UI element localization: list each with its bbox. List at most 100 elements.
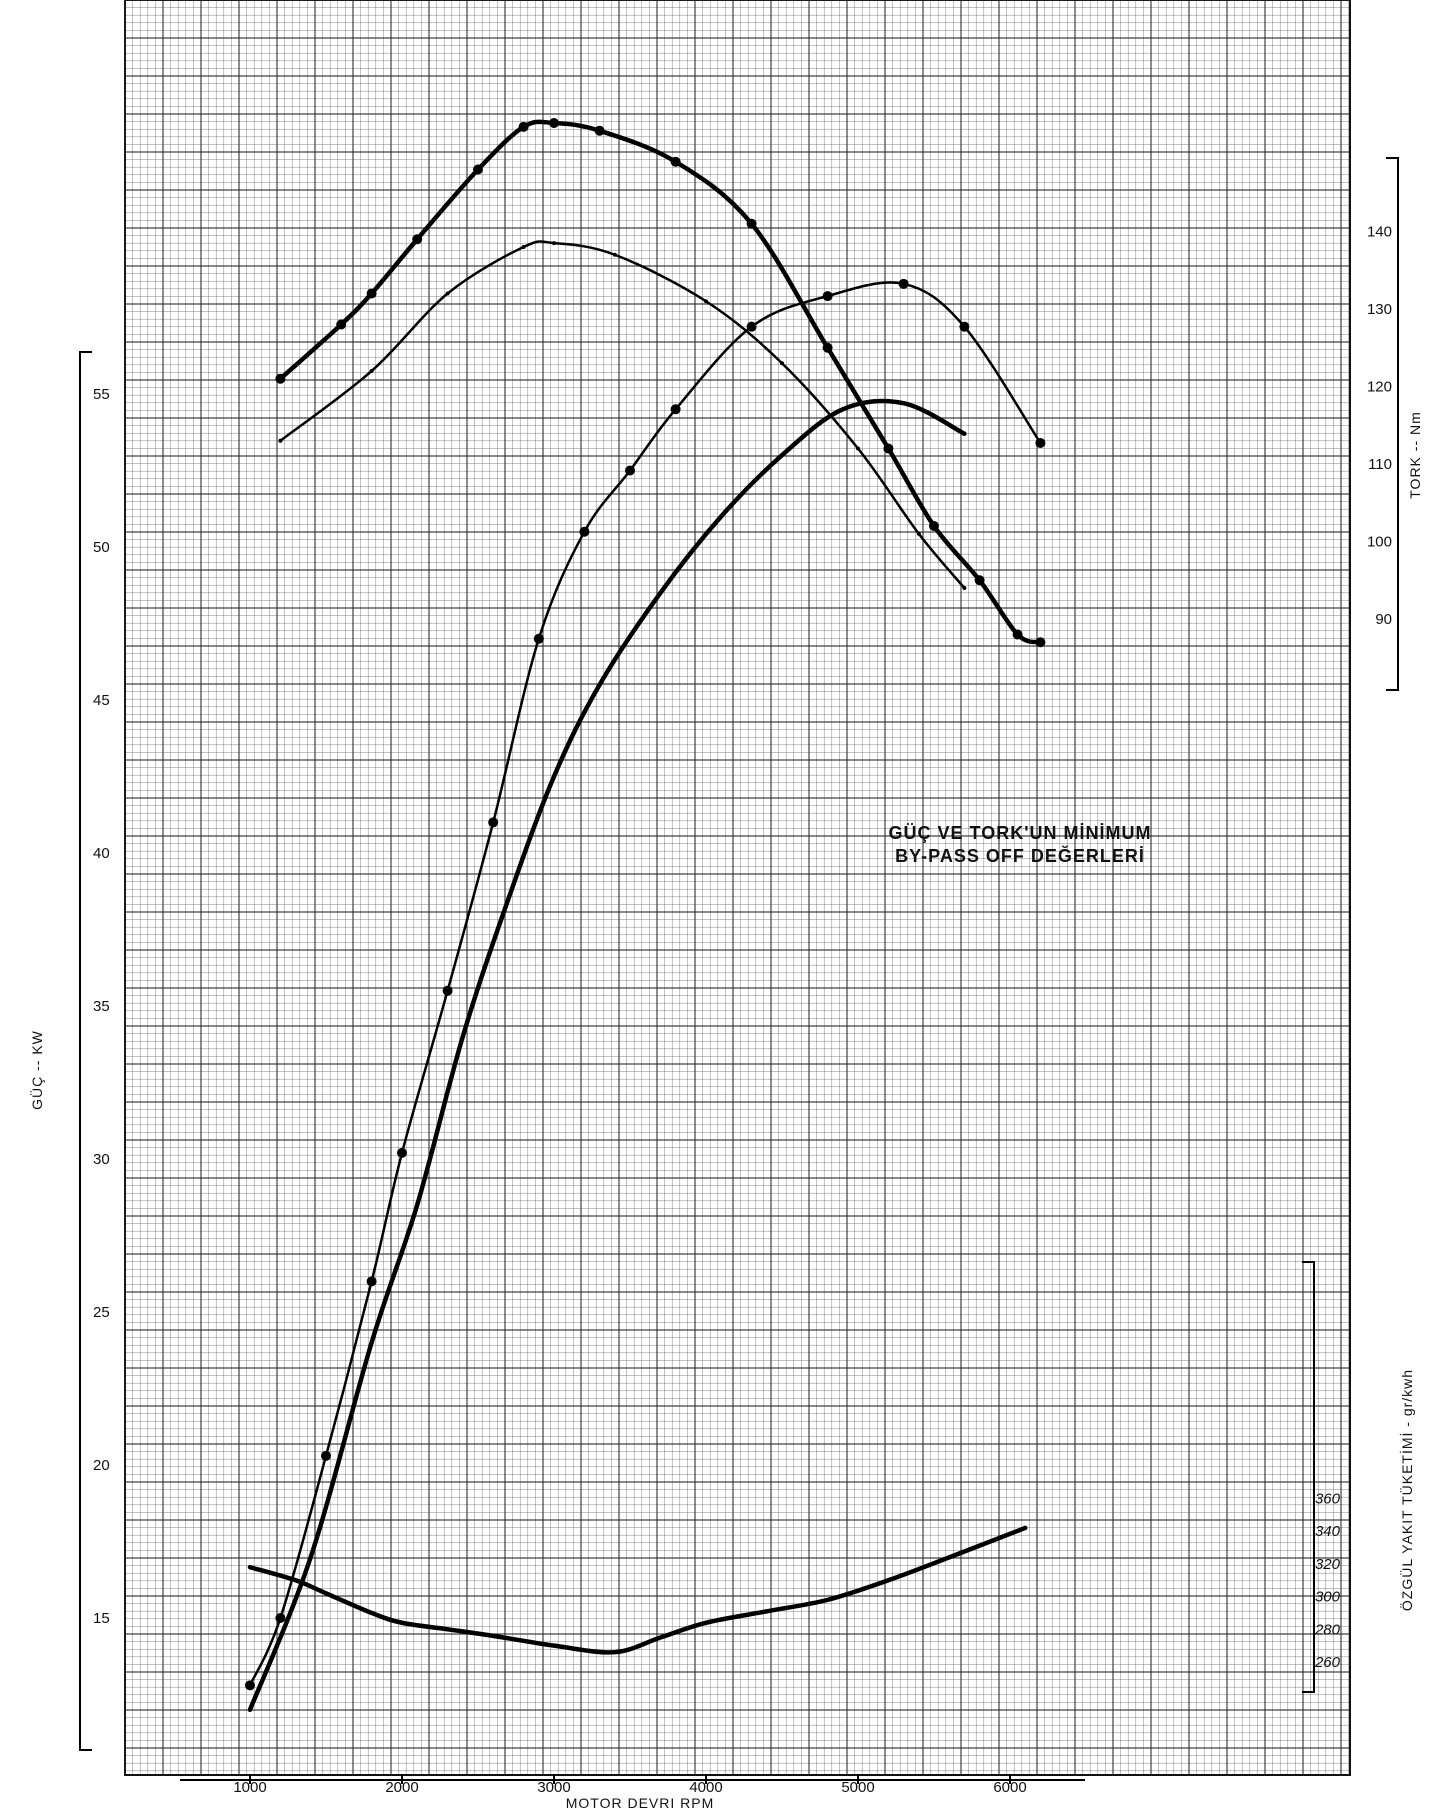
data-point bbox=[321, 1450, 331, 1461]
data-point bbox=[597, 682, 602, 687]
data-point bbox=[780, 361, 784, 366]
data-point bbox=[366, 1276, 377, 1287]
data-point bbox=[1035, 637, 1046, 648]
power-axis-bracket bbox=[79, 351, 92, 1751]
data-point bbox=[962, 431, 967, 436]
x-tick-label: 3000 bbox=[537, 1779, 570, 1796]
data-point bbox=[533, 633, 544, 644]
bfsc-tick-label: 300 bbox=[1315, 1589, 1341, 1606]
data-point bbox=[719, 514, 724, 519]
series-line-5 bbox=[247, 1525, 1028, 1655]
data-point bbox=[840, 407, 845, 412]
bfsc-tick-label: 280 bbox=[1314, 1621, 1341, 1638]
power-axis-title: GÜÇ -- KW bbox=[28, 1030, 45, 1110]
annotation: GÜÇ VE TORK'UN MİNİMUM BY-PASS OFF DEĞER… bbox=[889, 823, 1152, 866]
data-point bbox=[625, 465, 635, 476]
data-point bbox=[336, 319, 347, 330]
torque-tick-label: 130 bbox=[1367, 301, 1392, 318]
plot-frame bbox=[124, 0, 1351, 1776]
power-tick-label: 15 bbox=[93, 1610, 110, 1627]
data-point bbox=[549, 118, 559, 128]
data-point bbox=[670, 404, 681, 415]
data-point bbox=[658, 590, 663, 595]
data-point bbox=[658, 1635, 663, 1640]
series-line-2 bbox=[279, 240, 966, 590]
data-point bbox=[974, 575, 985, 586]
data-point bbox=[670, 156, 681, 167]
grid bbox=[124, 0, 1351, 1776]
data-point bbox=[780, 453, 784, 458]
data-point bbox=[397, 1147, 407, 1158]
bfsc-tick-label: 320 bbox=[1315, 1556, 1341, 1573]
data-point bbox=[369, 369, 374, 373]
data-point bbox=[929, 521, 939, 531]
data-point bbox=[275, 1613, 286, 1623]
data-point bbox=[369, 1610, 374, 1615]
data-point bbox=[324, 1591, 328, 1596]
data-point bbox=[415, 1202, 420, 1207]
data-point bbox=[594, 125, 605, 136]
data-point bbox=[746, 218, 757, 229]
data-point bbox=[293, 1578, 298, 1583]
data-point bbox=[245, 1680, 255, 1691]
torque-tick-label: 120 bbox=[1367, 379, 1392, 396]
data-point bbox=[308, 1554, 313, 1559]
axes-layer: 1000 2000 3000 4000 5000 6000 15 20 25 30 35 40 45 50… bbox=[79, 157, 1399, 1796]
data-point bbox=[822, 291, 833, 302]
data-point bbox=[901, 401, 906, 406]
data-point bbox=[552, 774, 556, 779]
data-point bbox=[552, 241, 556, 246]
torque-tick-label: 110 bbox=[1368, 456, 1392, 473]
bfsc-tick-label: 260 bbox=[1314, 1654, 1341, 1671]
data-point bbox=[445, 291, 450, 296]
data-point bbox=[704, 299, 708, 304]
bfsc-axis-bracket bbox=[1302, 1261, 1315, 1693]
x-tick-label: 2000 bbox=[385, 1779, 418, 1796]
data-point bbox=[1023, 1525, 1028, 1530]
data-point bbox=[275, 373, 286, 384]
data-point bbox=[552, 1643, 556, 1648]
power-tick-label: 35 bbox=[93, 998, 110, 1015]
annotation-line-2: BY-PASS OFF DEĞERLERİ bbox=[895, 845, 1145, 866]
series-layer bbox=[245, 118, 1046, 1713]
data-point bbox=[579, 526, 590, 537]
data-point bbox=[445, 1627, 450, 1632]
data-point bbox=[488, 817, 499, 828]
torque-axis-title: TORK -- Nm bbox=[1407, 411, 1423, 499]
annotation-line-1: GÜÇ VE TORK'UN MİNİMUM bbox=[889, 823, 1152, 843]
data-point bbox=[886, 1578, 891, 1583]
series-line-3 bbox=[248, 281, 1042, 1687]
data-point bbox=[248, 1565, 252, 1570]
power-tick-label: 20 bbox=[93, 1457, 110, 1474]
power-tick-label: 55 bbox=[93, 386, 110, 403]
x-tick-label: 5000 bbox=[841, 1779, 874, 1796]
power-tick-label: 45 bbox=[93, 692, 110, 709]
data-point bbox=[278, 438, 283, 443]
data-point bbox=[612, 252, 617, 257]
data-point bbox=[506, 896, 511, 901]
data-point bbox=[612, 1650, 617, 1655]
x-tick-label: 4000 bbox=[689, 1779, 722, 1796]
x-tick-label: 1000 bbox=[233, 1779, 266, 1796]
data-point bbox=[473, 164, 483, 175]
data-point bbox=[248, 1707, 252, 1712]
data-point bbox=[822, 342, 833, 353]
data-point bbox=[366, 288, 377, 299]
data-point bbox=[704, 1620, 708, 1625]
data-point bbox=[959, 321, 970, 332]
power-tick-label: 30 bbox=[93, 1151, 110, 1168]
torque-tick-label: 90 bbox=[1375, 611, 1392, 628]
data-point bbox=[491, 1633, 496, 1638]
data-point bbox=[1012, 629, 1023, 640]
torque-tick-label: 100 bbox=[1367, 534, 1392, 551]
data-point bbox=[369, 1340, 374, 1345]
data-point bbox=[746, 321, 757, 332]
data-point bbox=[400, 1620, 404, 1625]
bfsc-tick-label: 340 bbox=[1315, 1523, 1341, 1540]
data-point bbox=[947, 1555, 952, 1560]
data-point bbox=[883, 443, 894, 454]
data-point bbox=[898, 278, 909, 289]
data-point bbox=[916, 531, 921, 536]
x-tick-label: 6000 bbox=[993, 1779, 1026, 1796]
power-tick-label: 50 bbox=[93, 539, 110, 556]
